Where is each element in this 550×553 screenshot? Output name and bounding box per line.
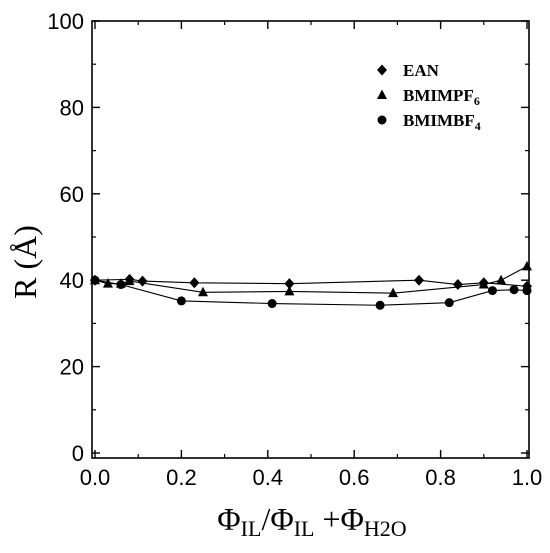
data-point-triangle: [388, 287, 399, 298]
data-point-triangle: [124, 275, 135, 286]
data-point-circle: [116, 280, 126, 290]
y-tick-label: 60: [60, 182, 84, 207]
x-axis-title-phi: Φ: [217, 501, 240, 537]
x-axis-title-slash-phi: /Φ: [261, 501, 293, 537]
y-axis-title: R (Å): [7, 225, 43, 299]
y-tick-label: 100: [47, 9, 84, 34]
data-point-circle: [487, 286, 497, 296]
legend-label: BMIMPF6: [403, 86, 480, 108]
x-tick-labels: 0.0 0.2 0.4 0.6 0.8 1.0: [80, 465, 543, 490]
axis-ticks: [92, 20, 529, 458]
data-point-triangle: [198, 286, 208, 297]
data-point-triangle: [522, 260, 532, 271]
legend-label-name: EAN: [403, 61, 440, 80]
data-point-circle: [90, 275, 100, 285]
legend-label: BMIMBF4: [403, 111, 481, 133]
data-point-diamond: [189, 277, 200, 289]
data-point-circle: [267, 299, 277, 309]
legend-marker-circle: [377, 115, 387, 125]
y-tick-label: 0: [72, 441, 84, 466]
x-tick-label: 0.6: [339, 465, 370, 490]
x-tick-label: 0.2: [166, 465, 197, 490]
data-point-diamond: [284, 278, 295, 290]
legend-label-name: BMIMBF: [403, 111, 475, 130]
series-line: [94, 265, 528, 294]
x-axis-title: ΦIL/ΦIL +ΦH2O: [217, 501, 406, 541]
legend-label-name: BMIMPF: [403, 86, 474, 105]
legend-marker-triangle: [377, 89, 387, 99]
y-tick-labels: 0 20 40 60 80 100: [47, 9, 84, 466]
data-point-triangle: [478, 279, 489, 289]
y-tick-label: 80: [60, 95, 84, 120]
data-point-triangle: [284, 285, 295, 296]
x-tick-label: 0.0: [80, 465, 111, 490]
y-tick-label: 20: [60, 355, 84, 380]
series-bmimbf: [90, 275, 532, 310]
data-point-circle: [509, 285, 519, 295]
legend-marker-diamond: [377, 64, 387, 76]
data-point-circle: [375, 300, 385, 310]
x-axis-title-sub-il-2: IL: [294, 516, 315, 541]
series-ean: [90, 273, 532, 292]
data-point-diamond: [137, 275, 148, 287]
legend-item: EAN: [377, 61, 440, 80]
legend-label-subscript: 6: [474, 94, 480, 108]
data-point-diamond: [414, 274, 424, 286]
data-point-circle: [176, 296, 186, 306]
x-axis-title-plus-phi: +Φ: [314, 501, 363, 537]
data-point-circle: [522, 286, 532, 296]
legend-label: EAN: [403, 61, 440, 80]
series-bmimpf: [90, 260, 532, 298]
x-axis-title-sub-h2o: H2O: [364, 516, 407, 541]
x-tick-label: 0.4: [253, 465, 284, 490]
legend: EAN BMIMPF6 BMIMBF4: [377, 61, 481, 133]
x-tick-label: 0.8: [425, 465, 456, 490]
legend-label-subscript: 4: [475, 119, 481, 133]
x-axis-title-sub-il: IL: [241, 516, 262, 541]
y-tick-label: 40: [60, 268, 84, 293]
legend-item: BMIMPF6: [377, 86, 480, 108]
x-tick-label: 1.0: [512, 465, 543, 490]
series-layer: [90, 260, 532, 310]
data-point-circle: [444, 298, 454, 308]
legend-item: BMIMBF4: [377, 111, 481, 133]
data-point-diamond: [452, 279, 463, 291]
data-point-triangle: [496, 274, 507, 285]
